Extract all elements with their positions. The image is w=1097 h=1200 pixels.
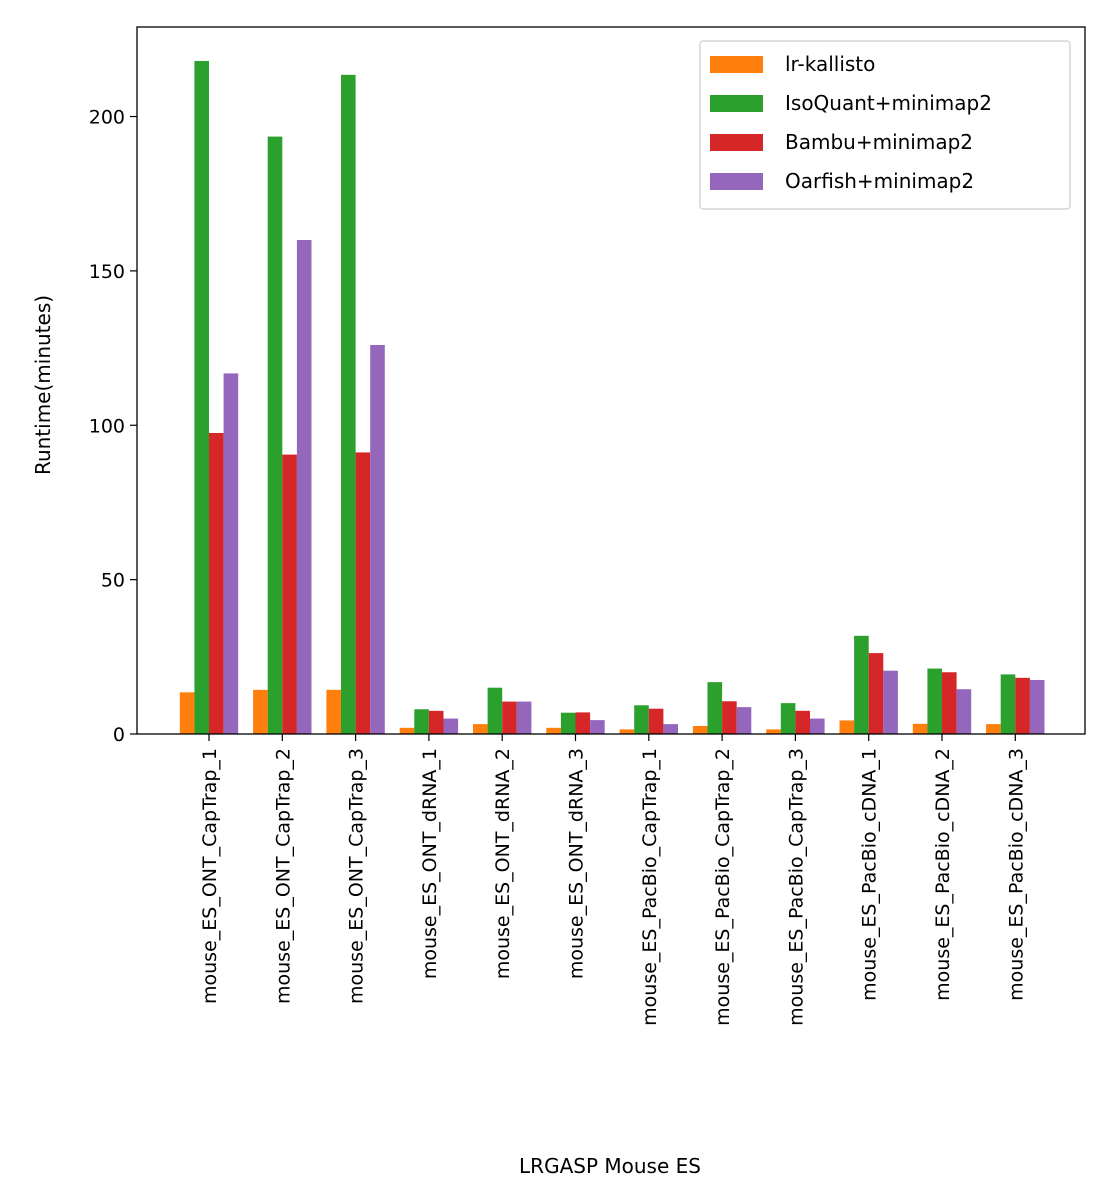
- bar-lr-kallisto-4: [399, 727, 415, 734]
- x-tick-label: mouse_ES_PacBio_CapTrap_2: [712, 748, 734, 1026]
- bar-isoquant-minimap2-12: [1000, 674, 1016, 734]
- y-tick-label: 150: [89, 261, 125, 283]
- x-tick-label: mouse_ES_ONT_CapTrap_1: [199, 748, 221, 1004]
- bar-lr-kallisto-3: [326, 689, 341, 734]
- x-tick-label: mouse_ES_ONT_dRNA_1: [419, 748, 441, 979]
- legend-swatch: [710, 134, 763, 151]
- legend-swatch: [710, 173, 763, 190]
- bar-oarfish-minimap2-2: [296, 240, 312, 734]
- bar-lr-kallisto-9: [766, 729, 781, 734]
- bar-bambu-minimap2-8: [722, 701, 737, 734]
- legend-label: Bambu+minimap2: [785, 130, 973, 154]
- legend-swatch: [710, 95, 763, 112]
- x-tick-label: mouse_ES_PacBio_CapTrap_3: [785, 748, 807, 1026]
- bar-isoquant-minimap2-2: [267, 136, 283, 735]
- y-tick-label: 100: [89, 415, 125, 437]
- x-tick-label: mouse_ES_ONT_dRNA_3: [566, 748, 588, 979]
- bar-isoquant-minimap2-7: [634, 705, 649, 734]
- bar-oarfish-minimap2-11: [956, 689, 972, 734]
- bar-bambu-minimap2-3: [355, 452, 371, 734]
- bar-oarfish-minimap2-10: [883, 670, 898, 734]
- bar-isoquant-minimap2-9: [780, 703, 796, 734]
- bar-isoquant-minimap2-4: [414, 709, 429, 734]
- bar-bambu-minimap2-5: [502, 701, 517, 734]
- bar-isoquant-minimap2-10: [854, 635, 869, 734]
- bar-oarfish-minimap2-1: [223, 373, 239, 734]
- plot-frame: [136, 26, 1086, 735]
- bar-lr-kallisto-6: [546, 727, 561, 734]
- bar-isoquant-minimap2-5: [487, 687, 503, 734]
- bar-lr-kallisto-10: [839, 720, 855, 734]
- y-axis: 0 50 100 150 200: [89, 107, 137, 746]
- bar-oarfish-minimap2-8: [736, 707, 752, 734]
- legend-swatch: [710, 56, 763, 73]
- bar-oarfish-minimap2-9: [810, 718, 825, 734]
- x-tick-label: mouse_ES_PacBio_cDNA_2: [932, 748, 954, 1001]
- bar-bambu-minimap2-6: [575, 712, 591, 734]
- x-tick-label: mouse_ES_ONT_dRNA_2: [492, 748, 514, 979]
- bar-bambu-minimap2-7: [648, 708, 664, 734]
- x-axis: mouse_ES_ONT_CapTrap_1 mouse_ES_ONT_CapTr…: [199, 734, 1027, 1026]
- bar-oarfish-minimap2-4: [443, 718, 459, 734]
- bar-lr-kallisto-2: [253, 689, 268, 734]
- bar-isoquant-minimap2-11: [927, 668, 942, 734]
- bar-bambu-minimap2-9: [795, 710, 810, 734]
- bar-bambu-minimap2-4: [428, 710, 444, 734]
- bar-oarfish-minimap2-5: [516, 701, 532, 734]
- bar-lr-kallisto-5: [473, 724, 488, 734]
- bar-lr-kallisto-11: [912, 723, 928, 734]
- x-tick-label: mouse_ES_PacBio_cDNA_3: [1005, 748, 1027, 1001]
- bar-lr-kallisto-7: [619, 729, 635, 734]
- x-tick-label: mouse_ES_PacBio_CapTrap_1: [639, 748, 661, 1026]
- bar-oarfish-minimap2-3: [370, 345, 385, 734]
- bar-bambu-minimap2-1: [209, 432, 224, 734]
- y-tick-label: 200: [89, 107, 125, 129]
- bar-isoquant-minimap2-8: [707, 682, 723, 734]
- bar-isoquant-minimap2-3: [341, 74, 356, 735]
- legend-box: [699, 40, 1071, 210]
- y-tick-label: 50: [101, 570, 125, 592]
- bars-group: [179, 60, 1045, 735]
- bar-bambu-minimap2-2: [282, 454, 297, 734]
- bar-isoquant-minimap2-1: [194, 60, 209, 734]
- x-tick-label: mouse_ES_ONT_CapTrap_2: [272, 748, 294, 1004]
- legend-label: Oarfish+minimap2: [785, 169, 974, 193]
- bar-bambu-minimap2-10: [868, 653, 884, 734]
- legend: lr-kallisto IsoQuant+minimap2 Bambu+minima…: [699, 40, 1071, 210]
- x-tick-label: mouse_ES_PacBio_cDNA_1: [859, 748, 881, 1001]
- y-tick-label: 0: [113, 724, 125, 746]
- x-tick-label: mouse_ES_ONT_CapTrap_3: [346, 748, 368, 1004]
- bar-bambu-minimap2-12: [1015, 677, 1030, 734]
- bar-lr-kallisto-8: [692, 725, 708, 734]
- x-axis-label: LRGASP Mouse ES: [519, 1154, 701, 1178]
- bar-lr-kallisto-12: [986, 724, 1001, 734]
- bar-bambu-minimap2-11: [942, 672, 957, 734]
- bar-lr-kallisto-1: [179, 692, 195, 734]
- bar-oarfish-minimap2-7: [663, 724, 678, 734]
- legend-label: lr-kallisto: [785, 52, 875, 76]
- y-axis-label: Runtime(minutes): [31, 295, 55, 475]
- bar-oarfish-minimap2-12: [1029, 679, 1045, 734]
- bar-isoquant-minimap2-6: [560, 712, 576, 734]
- legend-label: IsoQuant+minimap2: [785, 91, 992, 115]
- bar-oarfish-minimap2-6: [590, 720, 605, 734]
